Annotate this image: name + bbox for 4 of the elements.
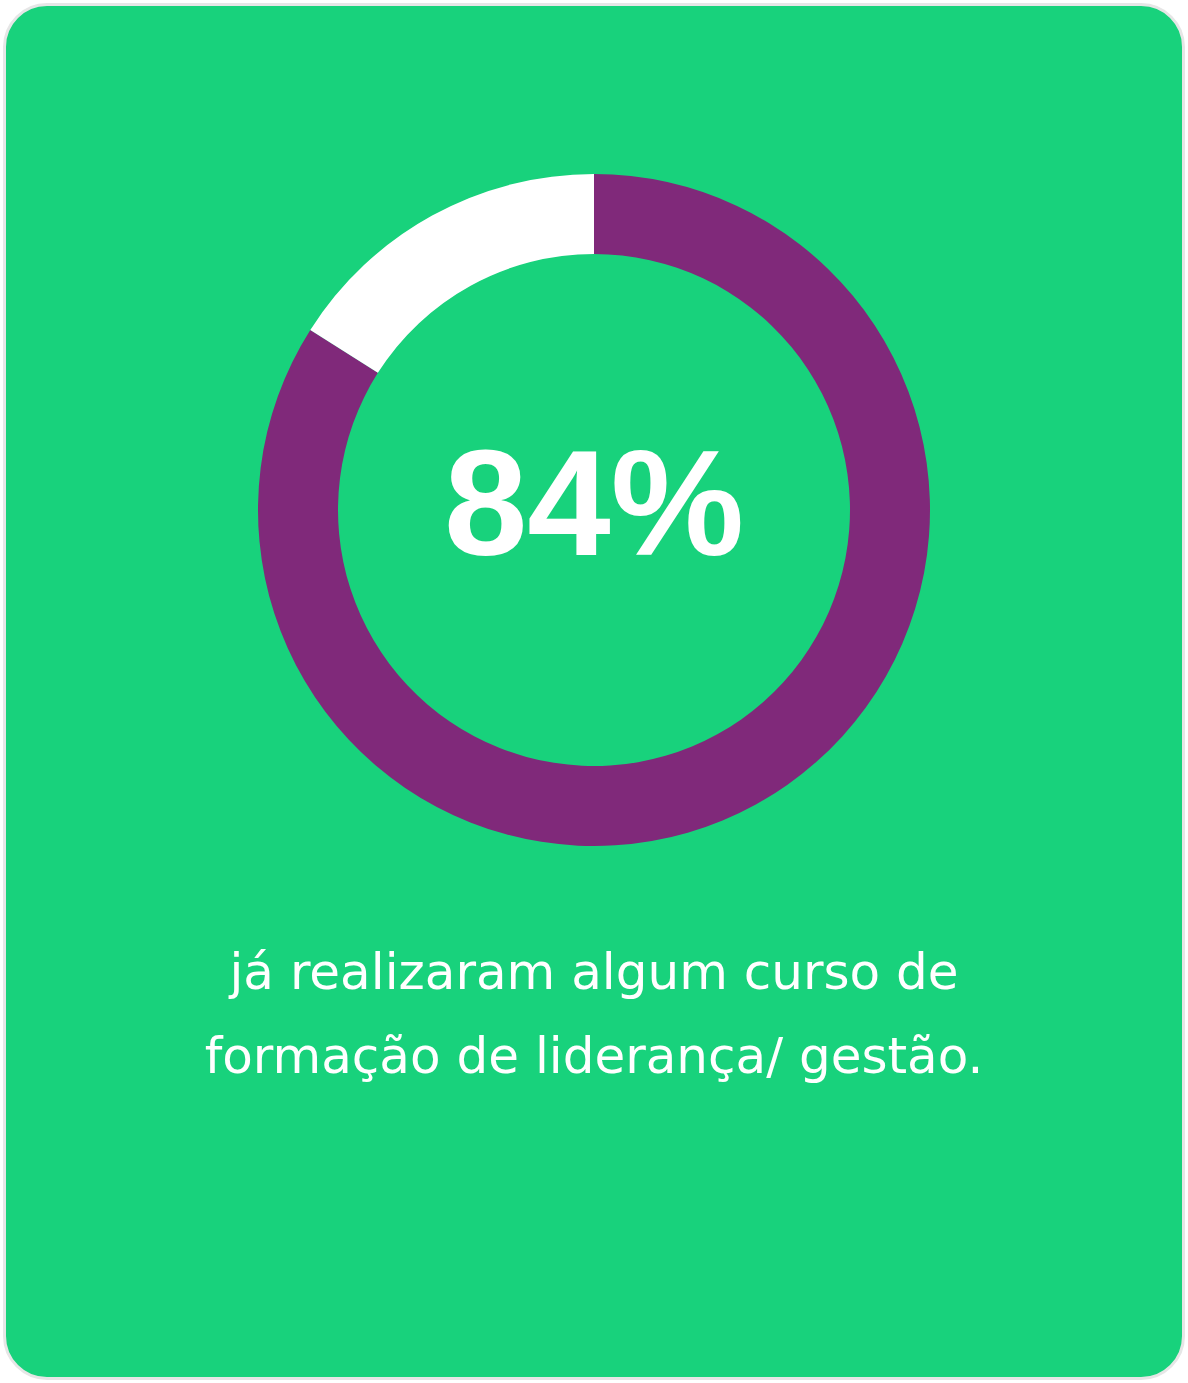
donut-slice <box>258 174 930 846</box>
donut-slice <box>310 174 594 373</box>
data-label: 84% <box>443 419 745 587</box>
text: já realizaram algum curso de formação de liderança/ gestão. <box>203 942 985 1087</box>
